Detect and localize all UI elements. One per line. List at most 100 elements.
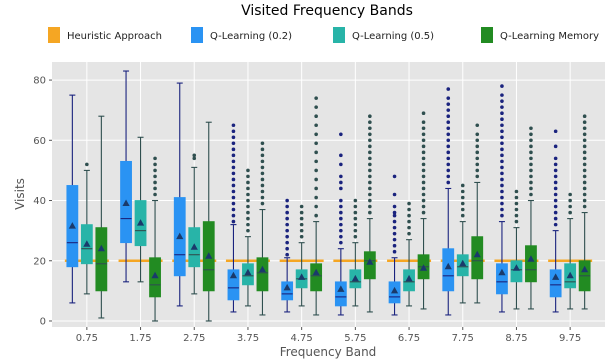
outlier-point — [339, 162, 343, 167]
x-tick-label: 7.75 — [452, 333, 474, 344]
outlier-point — [407, 219, 411, 224]
outlier-point — [529, 126, 533, 131]
outlier-point — [500, 207, 504, 212]
outlier-point — [353, 228, 358, 233]
outlier-point — [460, 189, 465, 194]
outlier-point — [460, 195, 465, 200]
outlier-point — [446, 168, 451, 173]
outlier-point — [260, 171, 265, 176]
outlier-point — [514, 213, 519, 218]
mean-marker — [552, 273, 560, 280]
mean-marker — [405, 274, 413, 282]
outlier-point — [339, 240, 343, 245]
outlier-point — [421, 132, 426, 137]
outlier-point — [246, 186, 250, 191]
outlier-point — [446, 180, 451, 185]
outlier-point — [421, 150, 426, 155]
outlier-point — [446, 126, 451, 131]
outlier-point — [460, 201, 465, 206]
outlier-point — [500, 129, 504, 134]
outlier-point — [231, 123, 236, 128]
outlier-point — [153, 186, 157, 191]
box — [442, 248, 455, 292]
legend-swatch — [191, 27, 203, 43]
outlier-point — [231, 195, 236, 200]
outlier-point — [392, 231, 397, 236]
outlier-point — [246, 204, 250, 209]
outlier-point — [446, 108, 451, 112]
outlier-point — [529, 132, 533, 137]
outlier-point — [368, 150, 372, 155]
outlier-point — [421, 162, 426, 167]
outlier-point — [260, 153, 265, 158]
mean-marker — [298, 273, 306, 280]
outlier-point — [246, 192, 250, 197]
outlier-point — [582, 150, 587, 155]
outlier-point — [582, 198, 587, 203]
outlier-point — [314, 105, 318, 109]
outlier-point — [314, 195, 318, 200]
outlier-point — [529, 192, 533, 197]
outlier-point — [500, 183, 504, 188]
outlier-point — [475, 123, 480, 128]
outlier-point — [368, 126, 372, 131]
legend-label: Q-Learning (0.2) — [210, 31, 292, 42]
outlier-point — [339, 132, 343, 137]
y-tick-label: 60 — [33, 136, 46, 147]
outlier-point — [500, 165, 504, 170]
box — [227, 269, 240, 301]
outlier-point — [392, 192, 397, 197]
outlier-point — [392, 210, 397, 215]
legend-label: Q-Learning Memory — [500, 31, 599, 42]
outlier-point — [368, 192, 372, 197]
mean-marker — [419, 264, 428, 271]
outlier-point — [446, 138, 451, 143]
outlier-point — [582, 132, 587, 137]
outlier-point — [460, 207, 465, 212]
mean-marker — [473, 250, 481, 258]
outlier-point — [314, 186, 318, 191]
outlier-point — [582, 174, 587, 179]
outlier-point — [421, 111, 426, 115]
mean-marker — [351, 274, 359, 282]
outlier-point — [246, 198, 250, 203]
mean-marker — [312, 268, 320, 276]
outlier-point — [392, 213, 397, 218]
outlier-point — [529, 168, 533, 173]
y-tick-label: 40 — [33, 196, 46, 207]
legend-label: Q-Learning (0.5) — [352, 31, 434, 42]
outlier-point — [568, 210, 572, 215]
outlier-point — [500, 159, 504, 164]
x-tick-label: 9.75 — [559, 333, 581, 344]
x-tick-label: 3.75 — [237, 333, 259, 344]
mean-marker — [176, 232, 184, 240]
outlier-point — [153, 180, 157, 185]
outlier-point — [153, 168, 157, 173]
mean-marker — [566, 271, 574, 279]
outlier-point — [421, 174, 426, 179]
outlier-point — [500, 177, 504, 182]
outlier-point — [421, 120, 426, 125]
outlier-point — [582, 186, 587, 191]
box — [510, 260, 523, 283]
outlier-point — [231, 171, 236, 176]
outlier-point — [421, 138, 426, 143]
outlier-point — [192, 156, 197, 161]
x-axis-ticks: 0.75 1.75 2.75 3.75 4.75 5.75 6.75 7.75 8.75 9.75 — [76, 327, 581, 344]
outlier-point — [314, 168, 318, 173]
outlier-point — [568, 198, 572, 203]
outlier-point — [368, 162, 372, 167]
outlier-point — [314, 150, 318, 155]
mean-marker — [581, 265, 589, 273]
outlier-point — [260, 147, 265, 152]
legend-item: Heuristic Approach — [48, 27, 162, 43]
outlier-point — [500, 84, 504, 88]
outlier-point — [500, 153, 504, 158]
outlier-point — [368, 174, 372, 179]
outlier-point — [246, 222, 250, 227]
outlier-point — [299, 210, 304, 215]
outlier-point — [231, 189, 236, 194]
outlier-point — [582, 126, 587, 131]
outlier-point — [353, 222, 358, 227]
x-tick-label: 5.75 — [344, 333, 366, 344]
